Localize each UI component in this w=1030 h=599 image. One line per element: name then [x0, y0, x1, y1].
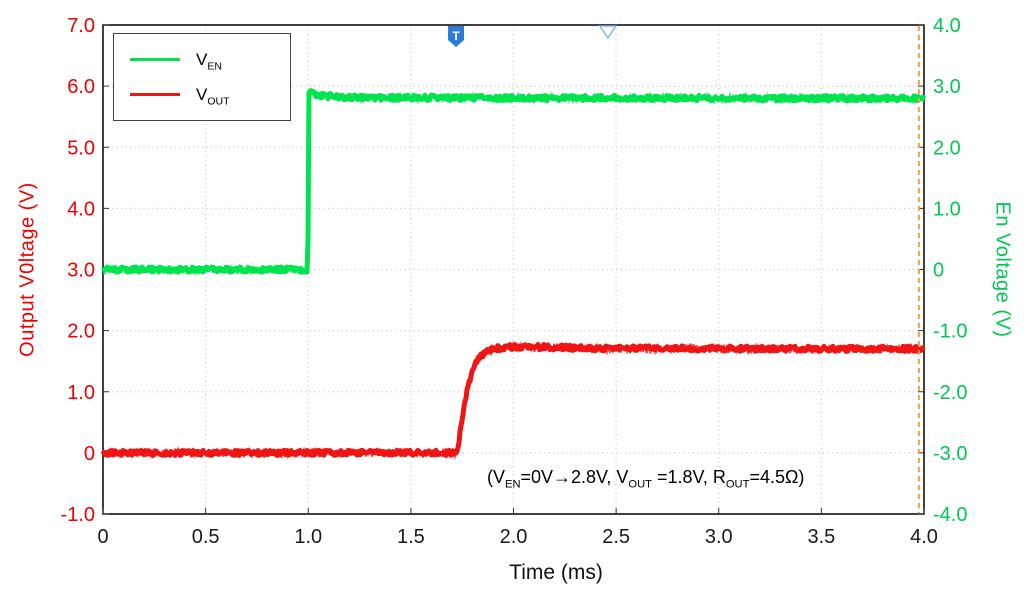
vout-trace: [100, 342, 926, 458]
right-tick-label: -2.0: [933, 382, 967, 404]
x-tick-label: 1.5: [397, 526, 425, 548]
left-tick-label: 3.0: [67, 260, 95, 282]
vout-line-swatch: [130, 93, 180, 96]
ven-line-swatch: [130, 58, 180, 61]
x-tick-label: 0: [97, 526, 108, 548]
legend-label-vout: VOUT: [196, 84, 230, 107]
x-tick-label: 0.5: [192, 526, 220, 548]
right-tick-label: 2.0: [933, 137, 961, 159]
x-tick-label: 1.0: [294, 526, 322, 548]
right-axis-title: En Voltage (V): [991, 201, 1014, 338]
left-tick-label: 2.0: [67, 321, 95, 343]
x-tick-label: 3.0: [705, 526, 733, 548]
x-tick-label: 2.5: [602, 526, 630, 548]
left-tick-label: 6.0: [67, 76, 95, 98]
x-axis-title: Time (ms): [509, 561, 603, 584]
left-tick-label: 4.0: [67, 198, 95, 220]
right-tick-label: -4.0: [933, 504, 967, 526]
right-tick-label: 4.0: [933, 15, 961, 37]
left-axis-title: Output V0ltage (V): [16, 182, 39, 357]
trigger-marker-icon: [448, 26, 465, 47]
ven-trace-fuzz: [102, 87, 925, 277]
right-tick-label: 1.0: [933, 198, 961, 220]
left-tick-label: 5.0: [67, 137, 95, 159]
right-tick-label: 0: [933, 260, 944, 282]
legend-item-ven: VEN: [114, 49, 290, 72]
left-tick-label: 7.0: [67, 15, 95, 37]
conditions-annotation: (VEN=0V→2.8V, VOUT =1.8V, ROUT=4.5Ω): [487, 467, 805, 491]
vout-trace-fuzz: [102, 340, 925, 460]
legend: VEN VOUT: [113, 33, 291, 121]
right-tick-label: -3.0: [933, 443, 967, 465]
legend-item-vout: VOUT: [114, 84, 290, 107]
x-tick-label: 2.0: [500, 526, 528, 548]
x-tick-label: 4.0: [910, 526, 938, 548]
legend-label-ven: VEN: [196, 49, 222, 72]
cursor-triangle-icon: [598, 25, 618, 40]
trigger-marker-label: T: [452, 29, 460, 43]
right-tick-label: -1.0: [933, 321, 967, 343]
x-tick-label: 3.5: [807, 526, 835, 548]
left-tick-label: -1.0: [61, 504, 95, 526]
left-tick-label: 0: [84, 443, 95, 465]
left-tick-label: 1.0: [67, 382, 95, 404]
right-tick-label: 3.0: [933, 76, 961, 98]
